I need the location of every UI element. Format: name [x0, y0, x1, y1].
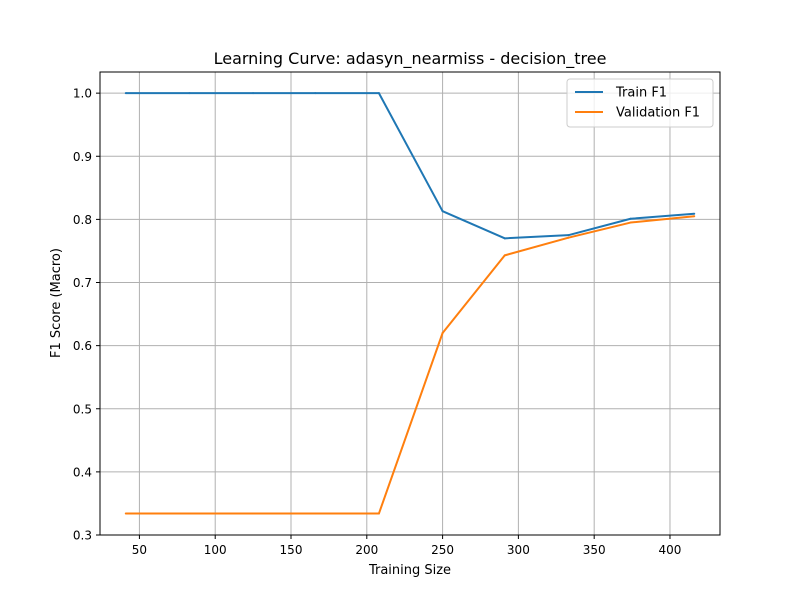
y-tick-label: 1.0 [73, 87, 92, 101]
x-tick-label: 400 [659, 543, 682, 557]
legend: Train F1 Validation F1 [566, 78, 714, 128]
y-axis-ticks: 0.3 0.4 0.5 0.6 0.7 0.8 0.9 1.0 [73, 87, 100, 543]
x-axis-label: Training Size [368, 563, 451, 578]
y-tick-label: 0.5 [73, 402, 92, 416]
x-tick-label: 350 [583, 543, 606, 557]
legend-label-validation-f1: Validation F1 [616, 106, 700, 121]
y-tick-label: 0.8 [73, 213, 92, 227]
data-point-validation-f1 [441, 332, 444, 335]
data-point-train-f1 [629, 217, 632, 220]
chart-title: Learning Curve: adasyn_nearmiss - decisi… [214, 49, 607, 69]
x-tick-label: 150 [280, 543, 303, 557]
x-tick-label: 200 [355, 543, 378, 557]
x-axis-ticks: 50 100 150 200 250 300 350 400 [132, 535, 682, 557]
data-point-validation-f1 [693, 215, 696, 218]
data-point-train-f1 [503, 237, 506, 240]
data-point-validation-f1 [503, 254, 506, 257]
x-tick-label: 300 [507, 543, 530, 557]
data-point-train-f1 [377, 92, 380, 95]
data-point-validation-f1 [567, 236, 570, 239]
data-point-train-f1 [441, 210, 444, 213]
y-tick-label: 0.6 [73, 339, 92, 353]
series-line-train-f1 [125, 92, 695, 240]
x-tick-label: 50 [132, 543, 147, 557]
data-point-train-f1 [314, 92, 317, 95]
data-point-train-f1 [567, 234, 570, 237]
series-group [124, 92, 696, 515]
data-point-validation-f1 [629, 221, 632, 224]
data-point-train-f1 [188, 92, 191, 95]
data-point-train-f1 [693, 212, 696, 215]
data-point-train-f1 [124, 92, 127, 95]
data-point-validation-f1 [252, 512, 255, 515]
data-point-validation-f1 [188, 512, 191, 515]
x-tick-label: 100 [204, 543, 227, 557]
data-point-train-f1 [252, 92, 255, 95]
plot-frame [99, 71, 721, 536]
legend-label-train-f1: Train F1 [615, 86, 667, 101]
x-tick-label: 250 [431, 543, 454, 557]
y-tick-label: 0.7 [73, 276, 92, 290]
data-point-validation-f1 [377, 512, 380, 515]
legend-box [566, 78, 714, 128]
y-tick-label: 0.3 [73, 529, 92, 543]
data-point-validation-f1 [314, 512, 317, 515]
data-point-validation-f1 [124, 512, 127, 515]
y-tick-label: 0.4 [73, 465, 92, 479]
series-line-validation-f1 [125, 215, 695, 515]
y-axis-label: F1 Score (Macro) [49, 248, 64, 358]
y-tick-label: 0.9 [73, 150, 92, 164]
